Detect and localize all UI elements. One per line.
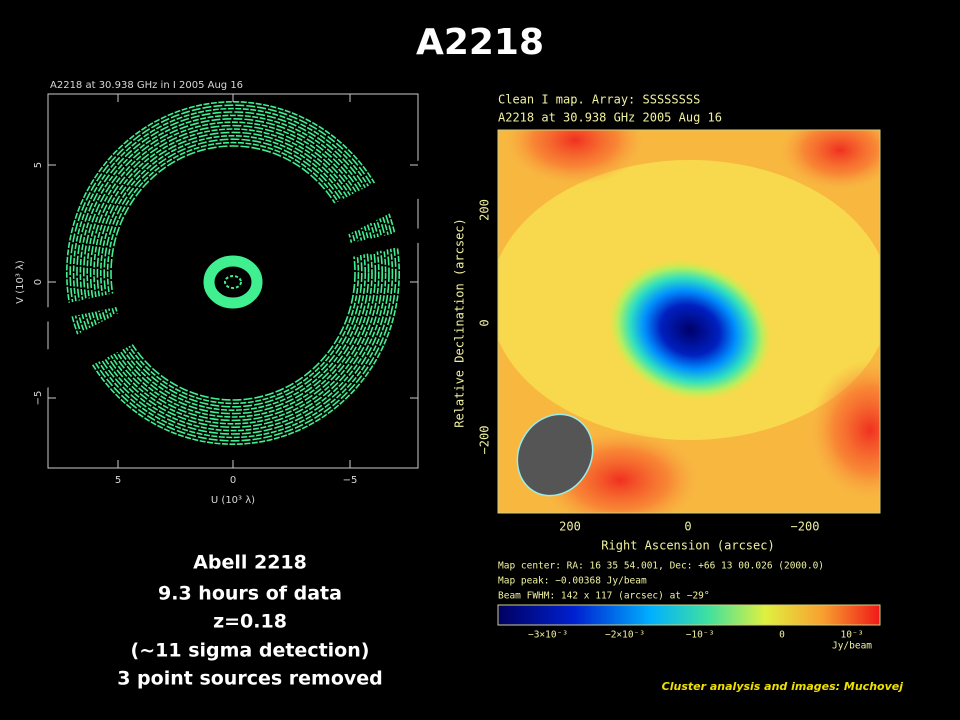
uv-track <box>100 135 366 411</box>
x-axis-label: U (10³ λ) <box>211 495 255 506</box>
uv-track <box>79 114 387 432</box>
colorbar-tick: −10⁻³ <box>686 630 715 641</box>
caption-line: z=0.18 <box>213 611 287 633</box>
x-tick-label: 0 <box>684 520 691 534</box>
map-info: Beam FWHM: 142 x 117 (arcsec) at −29° <box>498 591 710 602</box>
y-tick-label: −5 <box>33 391 44 406</box>
x-tick-label: 200 <box>559 520 581 534</box>
colorbar <box>497 604 881 626</box>
uv-title: A2218 at 30.938 GHz in I 2005 Aug 16 <box>50 80 243 91</box>
y-tick-label: 200 <box>478 199 492 221</box>
y-tick-label: 5 <box>33 162 44 168</box>
y-axis-label: V (10³ λ) <box>15 260 26 304</box>
uv-track <box>76 111 390 435</box>
uv-core-hole <box>224 275 242 289</box>
y-axis-label: Relative Declination (arcsec) <box>453 218 467 428</box>
map-image <box>498 130 880 513</box>
colorbar-tick: 10⁻³ <box>841 630 864 641</box>
beam <box>516 413 594 497</box>
x-tick-label: −5 <box>343 475 358 486</box>
x-tick-label: −200 <box>791 520 820 534</box>
colorbar-tick: −3×10⁻³ <box>528 630 568 641</box>
slide-title: A2218 <box>416 22 544 63</box>
uv-track <box>66 101 400 445</box>
uv-track <box>93 128 373 418</box>
map-title: Clean I map. Array: SSSSSSSS <box>498 93 700 107</box>
caption-line: Abell 2218 <box>193 552 307 574</box>
uv-track <box>86 121 380 425</box>
uv-track <box>103 138 363 408</box>
map-frame <box>497 129 881 514</box>
y-tick-label: −200 <box>478 426 492 455</box>
colorbar-tick: −2×10⁻³ <box>605 630 645 641</box>
uv-track <box>69 104 397 442</box>
map-info: Map peak: −0.00368 Jy/beam <box>498 576 647 587</box>
colorbar-unit: Jy/beam <box>832 641 872 652</box>
map-title: A2218 at 30.938 GHz 2005 Aug 16 <box>498 111 722 125</box>
uv-track <box>83 118 383 428</box>
uv-track <box>72 107 394 439</box>
caption-line: 9.3 hours of data <box>158 583 342 605</box>
y-tick-label: 0 <box>478 319 492 326</box>
uv-track <box>96 131 370 415</box>
x-axis-label: Right Ascension (arcsec) <box>601 539 774 553</box>
uv-plot: A2218 at 30.938 GHz in I 2005 Aug 16 5 0… <box>15 80 451 506</box>
uv-track <box>110 145 356 401</box>
uv-track <box>89 124 377 422</box>
y-tick-label: 0 <box>33 279 44 285</box>
uv-core <box>203 255 263 309</box>
map-plot: Clean I map. Array: SSSSSSSS A2218 at 30… <box>453 93 881 652</box>
caption-line: 3 point sources removed <box>117 668 383 690</box>
credit: Cluster analysis and images: Muchovej <box>662 680 904 693</box>
x-tick-label: 0 <box>230 475 236 486</box>
uv-track <box>106 141 360 405</box>
colorbar-tick: 0 <box>779 630 785 641</box>
map-info: Map center: RA: 16 35 54.001, Dec: +66 1… <box>498 561 824 572</box>
caption-line: (~11 sigma detection) <box>131 640 370 662</box>
x-tick-label: 5 <box>115 475 121 486</box>
uv-gap <box>16 222 451 328</box>
